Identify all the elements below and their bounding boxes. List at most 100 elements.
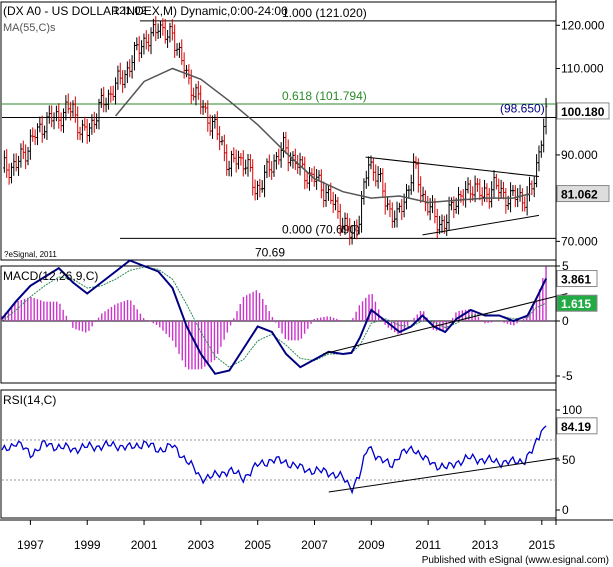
price-bar [3, 150, 6, 173]
price-bar [144, 30, 148, 50]
price-bar [227, 160, 231, 177]
price-bar [45, 112, 49, 140]
price-bar [182, 52, 186, 79]
price-bar [225, 144, 229, 176]
price-bar [502, 181, 505, 200]
price-bar [104, 97, 108, 113]
price-bar [62, 108, 65, 133]
price-bar [76, 106, 79, 140]
price-bar [246, 153, 250, 177]
price-bar [142, 33, 146, 55]
price-bar [92, 111, 96, 133]
ma-label: MA(55,C)s [3, 22, 56, 34]
price-bar [130, 55, 134, 79]
fib-label-1000: 1.000 (121.020) [282, 6, 367, 20]
macd-value-marker [556, 270, 598, 288]
price-bar [267, 154, 271, 177]
price-bar [149, 27, 153, 55]
price-bar [424, 190, 427, 212]
price-bar [421, 186, 425, 202]
price-bar [12, 153, 16, 176]
price-bar [459, 190, 463, 203]
x-tick-label: 2015 [528, 538, 555, 552]
copyright-text: ?eSignal, 2011 [4, 250, 57, 259]
price-bar [294, 148, 297, 170]
price-bar [36, 123, 39, 146]
price-bar [542, 118, 545, 153]
price-bar [95, 113, 98, 129]
price-bar [386, 196, 389, 211]
price-bar [21, 140, 25, 160]
price-bar [215, 111, 219, 141]
rsi-trendline [328, 457, 559, 493]
price-bar [277, 148, 281, 165]
tick-layer: 120.000110.000100.00090.00080.00070.0001… [17, 18, 610, 552]
rsi-y-tick-label: 0 [562, 503, 569, 517]
price-bar [88, 123, 91, 142]
price-bar [452, 196, 456, 219]
price-bar [450, 197, 453, 211]
price-bar [24, 144, 27, 170]
price-y-tick-label: 90.000 [561, 148, 598, 162]
price-bar [305, 172, 309, 189]
price-bar [118, 62, 122, 85]
price-bar [237, 150, 240, 170]
price-bar [445, 214, 449, 237]
price-bar [38, 116, 42, 133]
price-bar [175, 43, 179, 56]
price-bar [64, 95, 68, 121]
price-bar [135, 37, 139, 51]
price-bar [492, 170, 496, 199]
price-bar [367, 156, 370, 187]
price-bar [59, 112, 63, 132]
price-bar [251, 159, 255, 196]
low-price-label: 70.69 [255, 245, 285, 259]
price-bar [185, 65, 188, 78]
price-bar [435, 208, 439, 239]
rsi-title: RSI(14,C) [3, 393, 56, 407]
price-bar [381, 168, 385, 197]
signal-value-marker [556, 294, 598, 312]
price-bar [407, 185, 411, 199]
price-bar [109, 86, 113, 103]
price-bar [284, 131, 288, 154]
price-bar [43, 125, 46, 139]
price-bar [528, 176, 531, 202]
ma-value-marker [556, 185, 610, 203]
price-bar [532, 176, 536, 198]
price-bar [230, 150, 233, 177]
rsi-layer [1, 425, 559, 495]
x-tick-label: 2007 [301, 538, 328, 552]
price-y-tick-label: 120.000 [561, 18, 605, 32]
price-bar [480, 187, 484, 206]
price-bar [272, 154, 276, 177]
price-bar [260, 180, 264, 193]
price-bar [379, 168, 382, 183]
price-bar [128, 59, 132, 78]
price-bar [31, 127, 35, 142]
price-bar [409, 174, 413, 195]
price-bar [220, 136, 224, 146]
rsi-line [1, 425, 547, 495]
price-bar [282, 132, 285, 158]
price-bar [525, 186, 529, 216]
price-panel-frame [0, 1, 557, 261]
x-tick-label: 2011 [415, 538, 441, 552]
fib-label-0000: 0.000 (70.690) [282, 222, 360, 236]
x-tick-label: 2003 [188, 538, 215, 552]
price-bar [303, 156, 307, 190]
price-bar [331, 191, 335, 213]
x-tick-label: 2013 [472, 538, 499, 552]
price-bar [253, 179, 257, 201]
price-bar [133, 41, 136, 71]
price-bar [159, 20, 162, 39]
price-bar [239, 153, 243, 166]
x-tick-label: 2009 [358, 538, 385, 552]
rsi-y-tick-label: 100 [562, 403, 582, 417]
price-bar [258, 178, 262, 198]
price-bar [514, 185, 517, 208]
price-bar [166, 29, 169, 48]
price-bar [211, 115, 214, 139]
x-tick-label: 1997 [17, 538, 44, 552]
